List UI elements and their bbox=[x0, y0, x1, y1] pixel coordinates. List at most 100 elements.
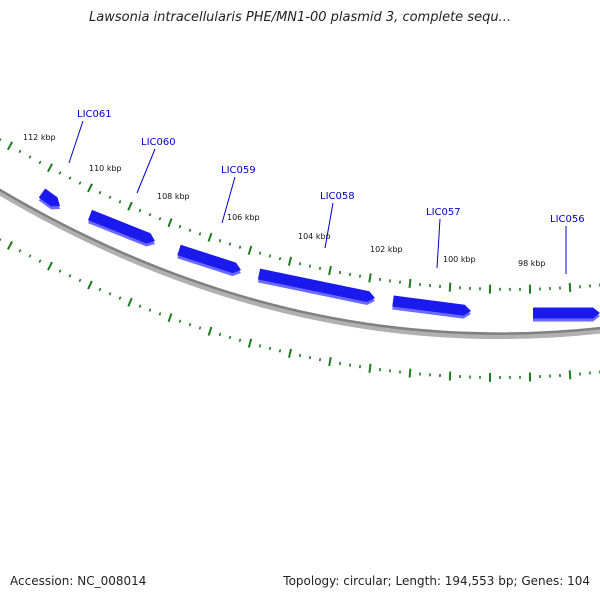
tick-label: 100 kbp bbox=[443, 255, 476, 264]
gene-label[interactable]: LIC056 bbox=[550, 214, 585, 225]
inner-tick-ring bbox=[0, 238, 600, 382]
tick-label: 104 kbp bbox=[298, 232, 331, 241]
gene-track bbox=[38, 188, 600, 322]
outer-major-tick bbox=[6, 141, 14, 151]
gene-arrow[interactable] bbox=[177, 244, 241, 274]
outer-major-tick bbox=[127, 201, 133, 211]
gene-leader-line bbox=[324, 202, 334, 249]
inner-minor-tick bbox=[118, 296, 122, 300]
tick-label: 110 kbp bbox=[89, 164, 122, 173]
outer-minor-tick bbox=[178, 224, 182, 229]
inner-major-tick bbox=[207, 326, 213, 336]
sequence-backbone bbox=[0, 188, 600, 335]
inner-major-tick bbox=[288, 348, 292, 358]
inner-minor-tick bbox=[28, 254, 32, 258]
outer-major-tick bbox=[247, 245, 253, 255]
inner-minor-tick bbox=[38, 259, 42, 263]
inner-minor-tick bbox=[188, 322, 192, 327]
outer-major-tick bbox=[328, 265, 332, 276]
gene-arrow[interactable] bbox=[533, 307, 600, 319]
outer-minor-tick bbox=[218, 239, 222, 243]
inner-minor-tick bbox=[198, 326, 202, 330]
outer-minor-tick bbox=[0, 138, 2, 142]
gene-label[interactable]: LIC061 bbox=[77, 109, 112, 120]
tick-label: 102 kbp bbox=[370, 245, 403, 254]
sequence-backbone-shadow bbox=[0, 189, 600, 340]
gene-arrow[interactable] bbox=[392, 295, 471, 316]
inner-minor-tick bbox=[258, 344, 262, 348]
inner-major-tick bbox=[328, 357, 332, 367]
inner-minor-tick bbox=[278, 349, 282, 353]
inner-minor-tick bbox=[68, 274, 72, 278]
outer-minor-tick bbox=[258, 251, 262, 255]
gene-label[interactable]: LIC057 bbox=[426, 207, 461, 218]
gene-leader-line bbox=[221, 176, 236, 224]
inner-minor-tick bbox=[138, 304, 142, 308]
gene-arrow[interactable] bbox=[88, 209, 155, 244]
inner-minor-tick bbox=[158, 312, 162, 316]
outer-minor-tick bbox=[78, 181, 82, 185]
outer-minor-tick bbox=[138, 208, 142, 213]
outer-minor-tick bbox=[348, 272, 352, 277]
outer-minor-tick bbox=[318, 266, 322, 270]
inner-minor-tick bbox=[268, 346, 272, 351]
outer-minor-tick bbox=[358, 274, 362, 278]
map-title: Lawsonia intracellularis PHE/MN1-00 plas… bbox=[89, 10, 511, 25]
gene-arrow[interactable] bbox=[257, 268, 375, 302]
inner-minor-tick bbox=[78, 278, 82, 283]
inner-major-tick bbox=[127, 297, 133, 307]
inner-minor-tick bbox=[0, 238, 2, 242]
accession-text: Accession: NC_008014 bbox=[10, 574, 147, 588]
outer-minor-tick bbox=[308, 264, 312, 268]
outer-minor-tick bbox=[148, 212, 152, 217]
inner-major-tick bbox=[408, 368, 412, 378]
inner-major-tick bbox=[7, 241, 13, 250]
outer-major-tick bbox=[87, 183, 93, 193]
outer-major-tick bbox=[287, 256, 293, 266]
outer-minor-tick bbox=[338, 270, 342, 275]
inner-minor-tick bbox=[18, 249, 22, 253]
gene-leader-line bbox=[136, 148, 156, 194]
outer-minor-tick bbox=[108, 195, 112, 199]
outer-minor-tick bbox=[28, 155, 32, 159]
sequence-summary: Topology: circular; Length: 194,553 bp; … bbox=[283, 574, 590, 588]
outer-minor-tick bbox=[98, 190, 102, 195]
outer-minor-tick bbox=[58, 171, 62, 175]
inner-major-tick bbox=[87, 280, 93, 290]
inner-minor-tick bbox=[338, 361, 342, 366]
inner-minor-tick bbox=[318, 358, 322, 362]
outer-major-tick bbox=[167, 218, 173, 228]
inner-minor-tick bbox=[148, 308, 152, 312]
inner-minor-tick bbox=[308, 356, 312, 360]
tick-label: 106 kbp bbox=[227, 213, 260, 222]
gene-leader-line bbox=[436, 218, 441, 269]
inner-minor-tick bbox=[218, 332, 222, 337]
gene-leader-line bbox=[68, 120, 84, 164]
gene-label[interactable]: LIC058 bbox=[320, 191, 355, 202]
outer-major-tick bbox=[47, 163, 53, 173]
outer-minor-tick bbox=[118, 200, 122, 204]
outer-minor-tick bbox=[198, 232, 202, 236]
outer-major-tick bbox=[368, 273, 372, 283]
outer-major-tick bbox=[568, 282, 572, 293]
inner-major-tick bbox=[47, 261, 53, 271]
outer-major-tick bbox=[408, 278, 412, 289]
inner-major-tick bbox=[247, 338, 253, 348]
tick-label: 108 kbp bbox=[157, 192, 190, 201]
outer-minor-tick bbox=[188, 228, 192, 232]
outer-minor-tick bbox=[68, 176, 72, 180]
outer-minor-tick bbox=[238, 245, 242, 249]
outer-major-tick bbox=[448, 282, 452, 292]
gene-label[interactable]: LIC059 bbox=[221, 165, 256, 176]
inner-major-tick bbox=[568, 370, 572, 380]
inner-minor-tick bbox=[298, 353, 302, 358]
tick-label: 112 kbp bbox=[23, 133, 56, 142]
outer-minor-tick bbox=[18, 149, 22, 154]
tick-label: 98 kbp bbox=[518, 259, 546, 268]
gene-arrow[interactable] bbox=[38, 188, 60, 207]
outer-minor-tick bbox=[278, 256, 282, 261]
gene-label[interactable]: LIC060 bbox=[141, 137, 176, 148]
inner-minor-tick bbox=[58, 269, 62, 273]
outer-minor-tick bbox=[268, 254, 272, 258]
outer-tick-ring bbox=[0, 138, 600, 294]
